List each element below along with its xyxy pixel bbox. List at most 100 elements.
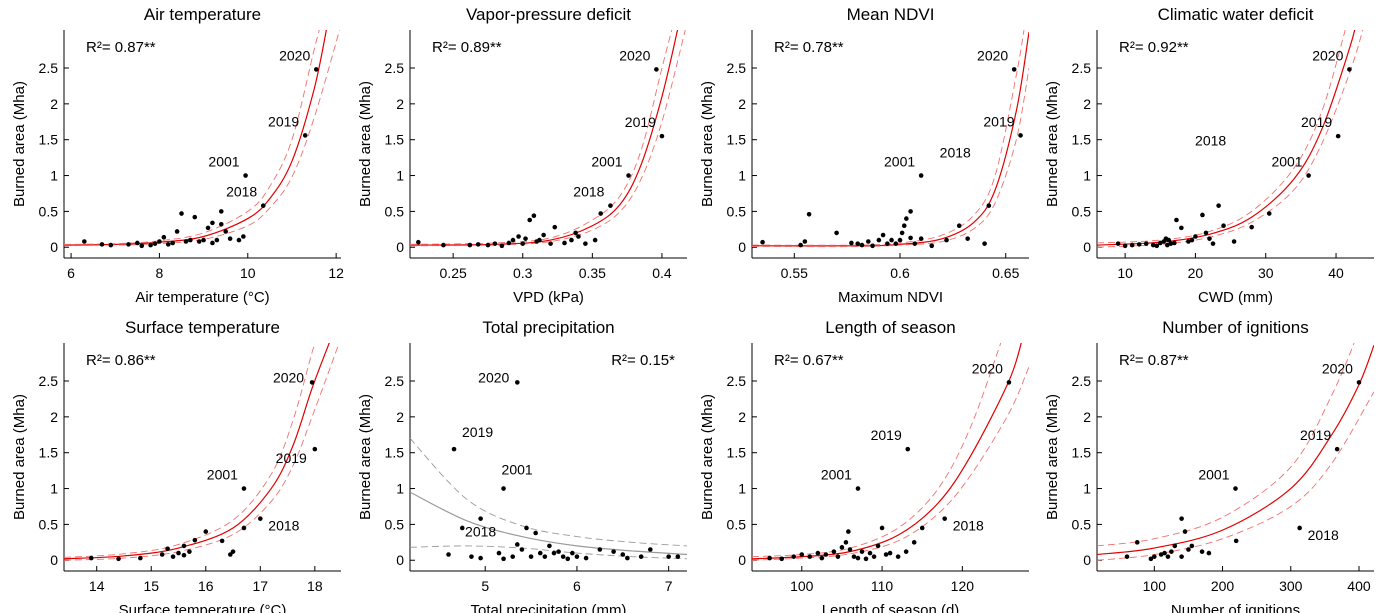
confidence-line [64, 343, 340, 561]
x-tick-label: 120 [951, 578, 975, 594]
confidence-line [1097, 30, 1346, 244]
x-tick-label: 10 [1117, 265, 1133, 281]
data-point [161, 234, 167, 240]
data-point [918, 236, 924, 241]
data-point [135, 240, 140, 246]
y-tick-label: 0.5 [727, 203, 747, 219]
x-tick-label: 7 [665, 578, 673, 594]
data-point [187, 549, 192, 554]
data-point [126, 242, 131, 247]
data-point [159, 552, 165, 557]
y-tick-label: 1 [1083, 168, 1091, 184]
data-point [181, 552, 187, 558]
data-point [1199, 549, 1205, 554]
data-point [903, 549, 909, 554]
data-point [574, 554, 580, 559]
data-point [1216, 203, 1221, 208]
data-point [851, 554, 857, 559]
confidence-line [752, 67, 1029, 248]
y-tick-label: 2 [738, 409, 746, 425]
data-point [870, 243, 875, 249]
data-point [1306, 173, 1311, 178]
y-tick-label: 1 [396, 168, 404, 184]
data-point [1168, 241, 1174, 246]
x-tick-label: 0.55 [781, 265, 808, 281]
r-squared: R²= 0.92** [1119, 39, 1189, 56]
y-tick-label: 1 [1083, 481, 1091, 497]
data-point [876, 237, 882, 243]
x-tick-label: 6 [573, 578, 581, 594]
data-point [562, 240, 567, 246]
r-squared: R²= 0.78** [774, 39, 844, 56]
data-point [1162, 550, 1167, 556]
data-point [116, 556, 121, 562]
r-squared: R²= 0.89** [432, 39, 502, 56]
data-point [441, 242, 446, 248]
data-point [1182, 529, 1188, 534]
data-point [986, 203, 992, 208]
data-point [210, 240, 215, 246]
data-point [157, 239, 162, 244]
data-point [863, 556, 869, 562]
y-tick-label: 2 [50, 96, 58, 112]
data-point [899, 230, 905, 236]
point-label: 2019 [871, 427, 902, 443]
panel: Total precipitation Total precipitation (… [357, 318, 687, 613]
data-point [905, 446, 911, 452]
data-point [1172, 543, 1178, 549]
point-label: 2020 [279, 47, 310, 63]
y-tick-label: 2.5 [39, 373, 59, 389]
y-tick-label: 1 [50, 168, 58, 184]
panel: Length of season Length of season (d) Burn… [699, 318, 1029, 613]
x-tick-label: 5 [481, 578, 489, 594]
point-label: 2001 [884, 154, 915, 170]
x-tick-label: 8 [156, 265, 164, 281]
data-point [537, 237, 542, 243]
data-point [675, 554, 681, 559]
y-tick-label: 0 [1083, 239, 1091, 255]
y-tick-label: 2 [738, 96, 746, 112]
data-point [576, 234, 581, 239]
x-tick-label: 15 [143, 578, 159, 594]
x-tick-label: 100 [1143, 578, 1167, 594]
data-point [219, 538, 225, 544]
r-squared: R²= 0.86** [86, 352, 156, 369]
data-point [243, 173, 248, 178]
data-point [515, 380, 520, 385]
y-tick-label: 1.5 [385, 445, 405, 461]
point-label: 2019 [983, 113, 1014, 129]
data-point [767, 555, 772, 561]
data-point [176, 550, 181, 556]
data-point [929, 243, 935, 249]
data-point [183, 239, 189, 244]
data-point [638, 554, 644, 559]
panel: Vapor-pressure deficit VPD (kPa) Burned ar… [357, 5, 687, 306]
data-point [569, 237, 574, 243]
point-label: 2020 [478, 369, 509, 385]
y-tick-label: 2.5 [39, 60, 59, 76]
data-point [823, 552, 829, 557]
data-point [201, 237, 206, 243]
data-point [897, 237, 903, 243]
fit-line [1097, 344, 1374, 556]
panel: Mean NDVI Maximum NDVI Burned area (Mha) 0 0… [699, 5, 1029, 306]
y-tick-label: 2 [50, 409, 58, 425]
x-tick-label: 20 [1188, 265, 1204, 281]
confidence-line [410, 438, 687, 547]
data-point [1179, 225, 1184, 231]
data-point [467, 242, 473, 248]
data-point [230, 549, 236, 554]
data-point [469, 554, 474, 559]
data-point [257, 516, 263, 521]
data-point [1154, 243, 1160, 249]
data-point [1297, 525, 1302, 531]
point-label: 2020 [972, 360, 1003, 376]
point-label: 2019 [462, 424, 493, 440]
data-point [528, 554, 534, 559]
data-point [1122, 243, 1128, 249]
data-point [227, 236, 233, 241]
y-tick-label: 0.5 [39, 203, 59, 219]
x-tick-label: 17 [253, 578, 269, 594]
fit-line [410, 491, 687, 556]
data-point [531, 213, 537, 218]
